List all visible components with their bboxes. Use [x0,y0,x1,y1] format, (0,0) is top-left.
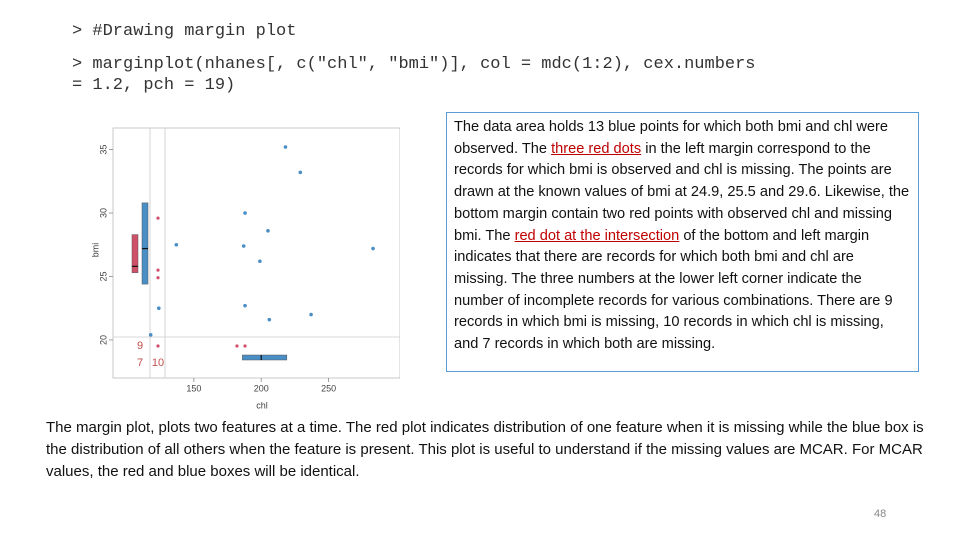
y-tick-label: 35 [98,145,108,155]
data-point [157,306,161,311]
text-run: of the bottom and left margin indicates … [454,227,893,353]
code-line: > marginplot(nhanes[, c("chl", "bmi")], … [72,55,756,74]
x-axis-label: chl [256,400,268,410]
body-paragraph: The margin plot, plots two features at a… [46,419,924,480]
highlighted-text: red dot at the intersection [514,227,680,244]
data-point [243,303,247,308]
box [131,234,139,273]
box [242,354,288,361]
intersection-point [156,344,160,348]
bottom-margin-point [243,344,247,348]
margin-count: 10 [152,357,164,369]
code-line: > #Drawing margin plot [72,22,297,41]
y-tick-label: 25 [98,271,108,281]
data-point [174,242,179,247]
data-point [243,211,247,215]
data-point [148,333,153,337]
text-run: in the left margin correspond to the rec… [454,140,910,244]
data-point [241,244,246,248]
box [141,202,149,285]
data-point [309,312,313,317]
data-point [371,246,375,251]
margin-plot: 20 25 30 35 150 200 250 bmi chl 9 7 10 [90,127,400,410]
x-tick-label: 250 [321,383,336,393]
data-point [267,317,272,322]
bottom-margin-point [235,344,239,348]
y-tick-label: 20 [98,335,108,345]
data-point [298,170,303,175]
left-margin-point [156,276,160,280]
y-axis-label: bmi [90,243,100,258]
data-point [258,259,262,264]
margin-count: 9 [137,340,143,352]
text-run: The data area holds 13 blue points for w… [454,119,889,157]
left-margin-point [156,268,160,272]
x-tick-label: 200 [254,383,269,393]
page-number: 48 [874,508,887,520]
code-line: = 1.2, pch = 19) [72,76,236,95]
plot-frame [112,127,400,379]
explanation-box: The data area holds 13 blue points for w… [446,112,919,372]
margin-count: 7 [137,357,143,369]
x-tick-label: 150 [186,383,201,393]
highlighted-text: three red dots [551,140,642,157]
y-tick-label: 30 [98,208,108,218]
left-margin-point [156,216,160,220]
data-point [283,145,288,149]
data-point [266,228,270,233]
